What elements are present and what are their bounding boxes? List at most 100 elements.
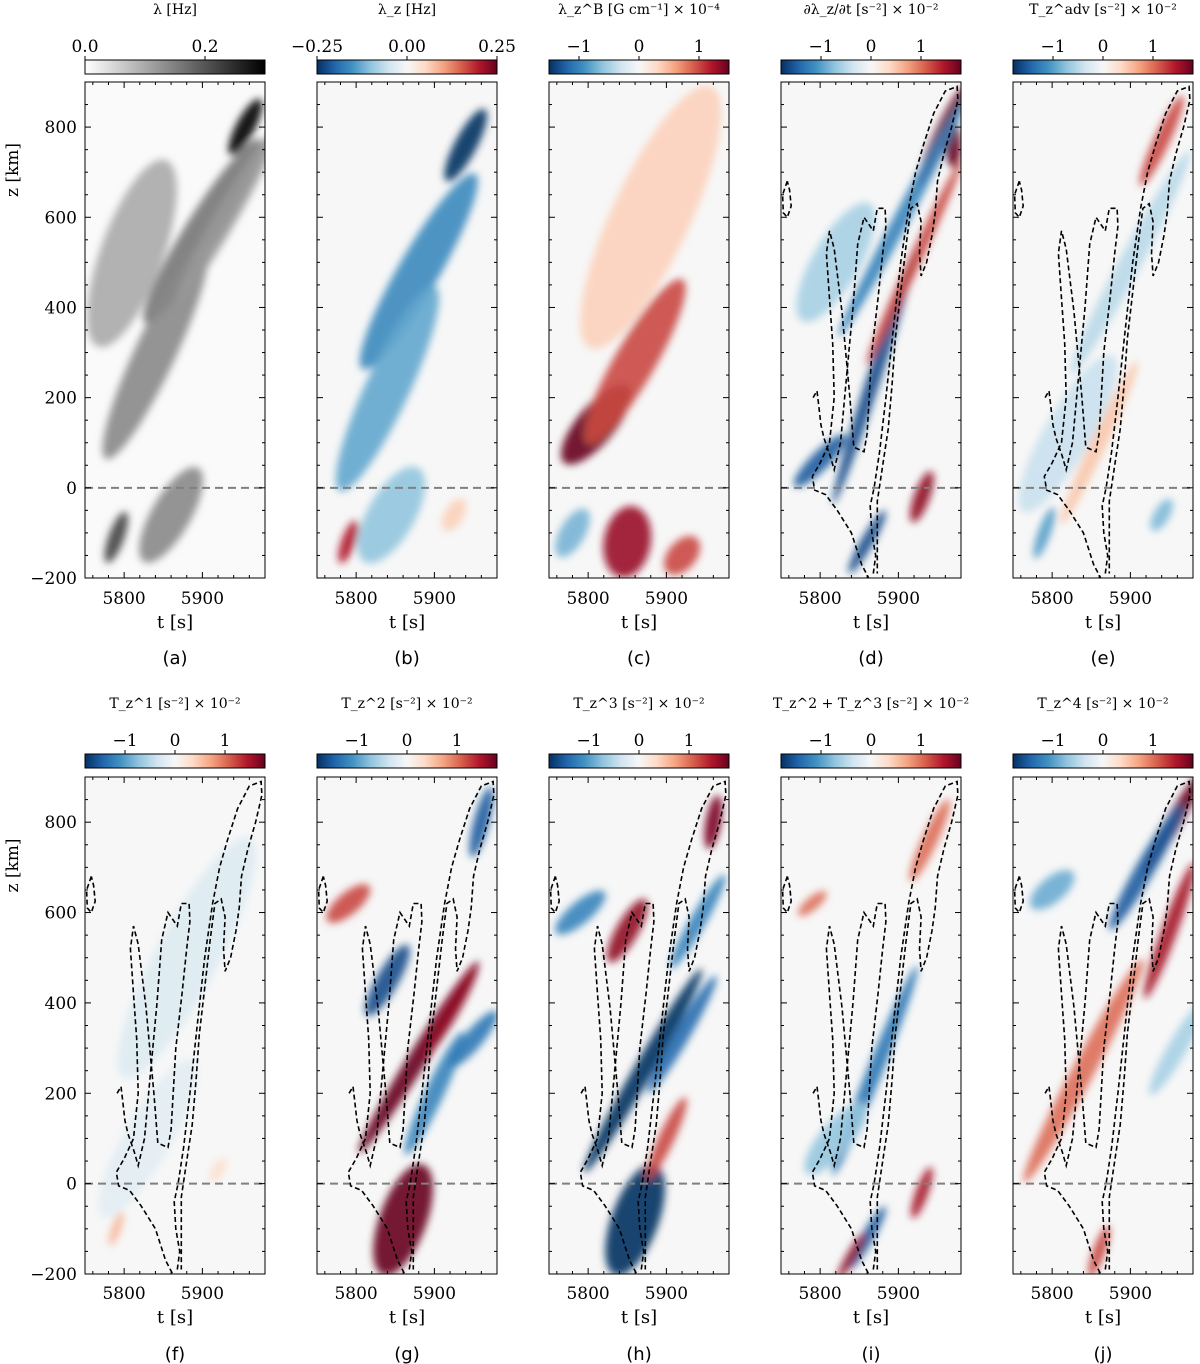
y-axis-label: z [km]: [3, 143, 23, 197]
y-tick-label: 200: [45, 389, 77, 409]
colorbar-tick-label: −1: [808, 37, 833, 57]
heatmap-feature: [444, 108, 488, 182]
heatmap-feature: [1029, 870, 1075, 910]
colorbar: [1012, 59, 1194, 75]
colorbar-tick-label: 0: [1098, 731, 1109, 751]
heatmap-feature: [647, 975, 717, 1094]
colorbar-tick-label: 0: [634, 37, 645, 57]
colorbar-tick-label: −1: [1040, 731, 1065, 751]
colorbar-tick-label: 1: [694, 37, 705, 57]
heatmap-field: [555, 85, 722, 578]
x-tick-label: 5800: [102, 1284, 145, 1304]
colorbar: [84, 753, 266, 769]
panel-tag: (b): [394, 648, 419, 669]
x-axis-label: t [s]: [621, 612, 657, 633]
panel-title: λ_z^B [G cm⁻¹] × 10⁻⁴: [558, 2, 720, 18]
colorbar-tick-label: 1: [1148, 731, 1159, 751]
heatmap-feature: [804, 1102, 868, 1175]
panel-tag: (d): [858, 648, 883, 669]
contour-group: [317, 780, 495, 1274]
x-tick-label: 5900: [413, 1284, 456, 1304]
contour-loop-left: [1013, 180, 1025, 219]
x-tick-label: 5900: [877, 1284, 920, 1304]
heatmap-feature: [1139, 95, 1184, 186]
panel-i: T_z^2 + T_z^3 [s⁻²] × 10⁻² −1 0 1 5800 5900 t …: [773, 696, 969, 1364]
y-tick-label: −200: [30, 569, 77, 589]
panel-tag: (f): [165, 1344, 185, 1364]
x-tick-label: 5900: [645, 589, 688, 609]
heatmap-field: [1018, 95, 1191, 559]
contour-group: [1013, 780, 1191, 1274]
heatmap-feature: [373, 1164, 433, 1274]
contour-loop-left: [317, 876, 329, 915]
heatmap-feature: [1060, 360, 1138, 525]
colorbar-tick-label: 0.2: [191, 37, 218, 57]
colorbar-tick-label: −1: [808, 731, 833, 751]
heatmap-feature: [338, 520, 359, 564]
contour-loop-right: [173, 780, 263, 1270]
colorbar-tick-label: 0.0: [71, 37, 98, 57]
colorbar-tick-label: 1: [916, 37, 927, 57]
heatmap-feature: [326, 884, 371, 923]
heatmap-feature: [228, 98, 263, 156]
heatmap-field: [793, 86, 961, 574]
panel-e: T_z^adv [s⁻²] × 10⁻² −1 0 1 5800 5900 t [s] (e): [1012, 2, 1194, 669]
x-axis-label: t [s]: [853, 1307, 889, 1328]
heatmap-feature: [143, 138, 262, 324]
panel-title: T_z^4 [s⁻²] × 10⁻²: [1037, 696, 1168, 712]
colorbar-tick-label: 1: [452, 731, 463, 751]
heatmap-feature: [108, 1211, 124, 1246]
heatmap-feature: [469, 787, 494, 858]
x-axis-label: t [s]: [157, 1307, 193, 1328]
panel-tag: (e): [1090, 648, 1115, 669]
panel-title: λ [Hz]: [153, 2, 197, 18]
colorbar: [316, 59, 498, 75]
y-tick-label: 400: [45, 298, 77, 318]
x-tick-label: 5900: [1109, 1284, 1152, 1304]
colorbar-tick-label: −0.25: [291, 37, 343, 57]
x-tick-label: 5800: [1030, 1284, 1073, 1304]
heatmap-field: [87, 98, 265, 563]
colorbar-tick-label: 0: [866, 731, 877, 751]
heatmap-field: [335, 108, 488, 564]
panel-tag: (i): [861, 1344, 880, 1364]
heatmap-feature: [1150, 498, 1173, 531]
contour-loop-center: [811, 902, 887, 1274]
x-tick-label: 5800: [102, 589, 145, 609]
panel-tag: (a): [162, 648, 187, 669]
heatmap-feature: [422, 964, 478, 1060]
heatmap-field: [555, 795, 726, 1274]
panel-b: λ_z [Hz] −0.25 0.00 0.25 5800 5900 t [s] (b): [291, 2, 516, 669]
heatmap-feature: [669, 874, 726, 969]
colorbar: [780, 753, 962, 769]
panel-g: T_z^2 [s⁻²] × 10⁻² −1 0 1 5800 5900 t [s] (g): [316, 696, 498, 1364]
colorbar-tick-label: 0: [402, 731, 413, 751]
heatmap-feature: [866, 160, 961, 365]
heatmap-feature: [584, 278, 686, 445]
heatmap-feature: [909, 799, 951, 882]
heatmap-feature: [357, 466, 426, 564]
contour-loop-left: [549, 876, 561, 915]
heatmap-feature: [910, 471, 934, 523]
x-tick-label: 5800: [334, 589, 377, 609]
contour-loop-right: [869, 85, 959, 574]
contour-loop-center: [347, 902, 423, 1274]
colorbar-tick-label: −1: [112, 731, 137, 751]
colorbar: [780, 59, 962, 75]
heatmap-feature: [117, 837, 257, 1079]
heatmap-feature: [555, 508, 590, 558]
x-axis-label: t [s]: [1085, 612, 1121, 633]
contour-loop-left: [781, 180, 793, 219]
heatmap-feature: [583, 968, 703, 1173]
contour-group: [781, 85, 959, 578]
heatmap-feature: [837, 1232, 866, 1274]
contour-loop-left: [1013, 876, 1025, 915]
heatmap-feature: [797, 890, 827, 917]
panel-title: T_z^2 + T_z^3 [s⁻²] × 10⁻²: [773, 696, 969, 712]
panel-title: T_z^1 [s⁻²] × 10⁻²: [109, 696, 240, 712]
x-axis-label: t [s]: [389, 1307, 425, 1328]
colorbar-tick-label: 1: [684, 731, 695, 751]
colorbar-tick-label: −1: [576, 731, 601, 751]
y-axis-label: z [km]: [3, 838, 23, 892]
